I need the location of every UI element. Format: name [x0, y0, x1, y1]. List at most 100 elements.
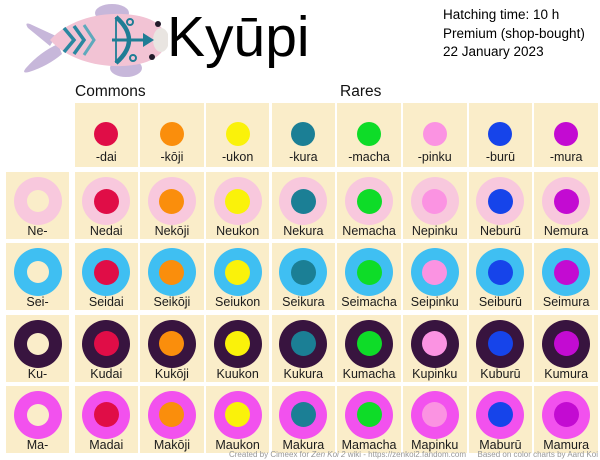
color-dot [356, 259, 382, 285]
variant-name-label: Kudai [90, 366, 123, 381]
color-dot [356, 188, 382, 214]
color-ring [476, 390, 525, 439]
column-suffix-label: -dai [95, 150, 117, 164]
color-dot [225, 259, 251, 285]
column-suffix-label: -pinku [417, 150, 452, 164]
color-ring [410, 248, 459, 297]
variant-name-label: Maburū [479, 437, 522, 452]
variant-cell: Kupinku [403, 314, 467, 382]
variant-cell: Kuukon [205, 314, 270, 382]
variant-cell: Kumura [534, 314, 598, 382]
variant-cell: Kuburū [468, 314, 533, 382]
column-header-cell: -burū [468, 103, 533, 167]
color-ring [82, 390, 131, 439]
variant-cell: Neukon [205, 172, 270, 239]
variant-cell: Seiukon [205, 243, 270, 311]
variant-name-label: Nedai [89, 224, 123, 238]
color-ring [82, 319, 131, 368]
koi-fish-image [24, 4, 168, 77]
color-dot [290, 402, 316, 428]
variant-name-label: Mamura [543, 437, 590, 452]
ring-hole [26, 261, 49, 284]
variant-name-label: Kuburū [480, 366, 521, 381]
variant-name-label: Kupinku [412, 366, 458, 381]
color-ring [13, 319, 62, 368]
color-dot [290, 188, 316, 214]
credit-right: Based on color charts by Aard Koi [477, 450, 598, 459]
variant-name-label: Madai [89, 437, 124, 452]
color-ring [13, 248, 62, 297]
ring-hole [26, 190, 49, 212]
color-dot [225, 188, 251, 214]
color-dot [554, 122, 579, 146]
row-prefix-label: Ne- [27, 224, 48, 238]
color-dot [553, 188, 579, 214]
variant-name-label: Nepinku [411, 224, 458, 238]
color-dot [422, 331, 448, 357]
column-header-cell: -dai [74, 103, 138, 167]
color-dot [225, 331, 251, 357]
color-ring [345, 248, 394, 297]
variant-name-label: Kukōji [154, 366, 189, 381]
color-dot [93, 259, 119, 285]
column-suffix-label: -burū [485, 150, 516, 164]
color-ring [410, 319, 459, 368]
variant-cell: Nekōji [140, 172, 204, 239]
variant-name-label: Seimura [542, 295, 590, 310]
variant-name-label: Seiburū [478, 295, 522, 310]
row-header-cell: Ma- [6, 385, 69, 453]
variant-name-label: Nekura [283, 224, 324, 238]
column-suffix-label: -macha [348, 150, 390, 164]
color-dot [487, 259, 513, 285]
variant-cell: Neburū [468, 172, 533, 239]
column-suffix-label: -kōji [160, 150, 184, 164]
color-ring [542, 319, 591, 368]
color-dot [159, 259, 185, 285]
variant-cell: Seidai [74, 243, 138, 311]
color-ring [82, 248, 131, 297]
variant-cell: Nepinku [403, 172, 467, 239]
color-ring [476, 248, 525, 297]
color-ring [542, 248, 591, 297]
column-header-cell: -pinku [403, 103, 467, 167]
variant-cell: Seikura [271, 243, 336, 311]
variant-name-label: Makōji [153, 437, 190, 452]
variant-cell: Mamacha [337, 385, 401, 453]
column-header-cell: -macha [337, 103, 401, 167]
ring-hole [26, 332, 49, 355]
variant-cell: Nemacha [337, 172, 401, 239]
color-ring [213, 390, 262, 439]
color-ring [476, 177, 525, 225]
color-dot [93, 331, 119, 357]
variant-cell: Makōji [140, 385, 204, 453]
variant-cell: Madai [74, 385, 138, 453]
variant-name-label: Kukura [283, 366, 324, 381]
color-dot [290, 331, 316, 357]
color-ring [147, 248, 196, 297]
variant-name-label: Kumura [544, 366, 589, 381]
variant-cell: Nemura [534, 172, 598, 239]
color-ring [279, 248, 328, 297]
color-dot [422, 188, 448, 214]
color-ring [410, 390, 459, 439]
color-ring [213, 177, 262, 225]
row-header-cell: Ne- [6, 172, 69, 239]
color-dot [159, 188, 185, 214]
variant-cell: Nedai [74, 172, 138, 239]
variant-cell: Seimacha [337, 243, 401, 311]
color-dot [422, 122, 447, 146]
row-header-cell: Ku- [6, 314, 69, 382]
row-header-cell: Sei- [6, 243, 69, 311]
column-header-cell: -mura [534, 103, 598, 167]
variant-name-label: Seipinku [410, 295, 459, 310]
color-ring [279, 390, 328, 439]
variant-cell: Kukōji [140, 314, 204, 382]
variant-name-label: Seiukon [215, 295, 261, 310]
variant-cell: Seipinku [403, 243, 467, 311]
credit-wiki-name: Zen Koi 2 [311, 450, 346, 459]
color-ring [542, 390, 591, 439]
color-dot [159, 122, 184, 146]
variant-name-label: Nemacha [342, 224, 396, 238]
credit-left: Created by Cimeex for Zen Koi 2 wiki - h… [229, 450, 466, 459]
